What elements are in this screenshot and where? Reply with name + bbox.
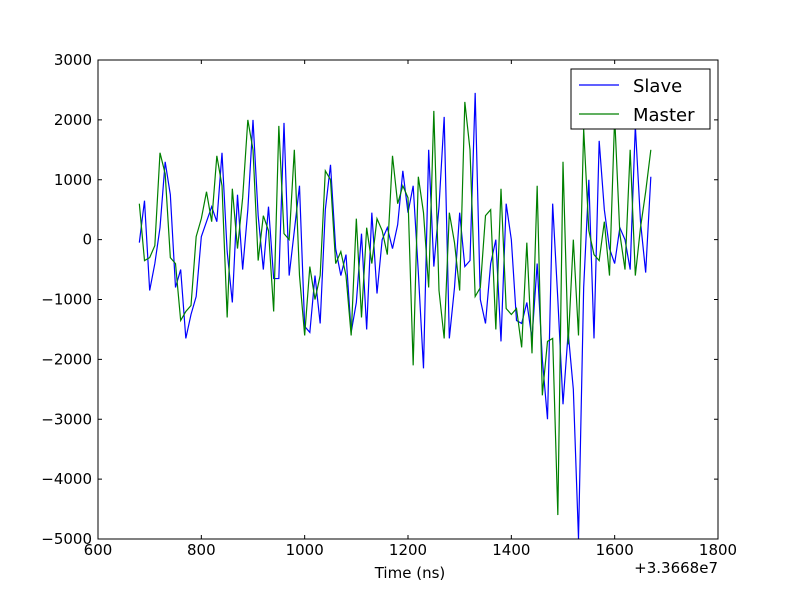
- y-tick-label: −1000: [41, 291, 92, 309]
- x-tick-label: 1000: [286, 541, 324, 559]
- x-tick-label: 1400: [492, 541, 530, 559]
- y-tick-label: −3000: [41, 410, 92, 428]
- y-tick-label: 3000: [54, 51, 92, 69]
- x-offset-label: +3.3668e7: [634, 559, 718, 577]
- y-tick-label: 1000: [54, 171, 92, 189]
- plot-frame: [97, 59, 719, 540]
- legend-label: Slave: [633, 76, 682, 97]
- x-tick-label: 1200: [389, 541, 427, 559]
- legend-label: Master: [633, 105, 695, 126]
- y-tick-label: 2000: [54, 111, 92, 129]
- data-line: [138, 101, 652, 516]
- x-tick-label: 1800: [699, 541, 737, 559]
- legend-box: [570, 68, 711, 130]
- x-tick-label: 800: [187, 541, 216, 559]
- x-tick-label: 600: [84, 541, 113, 559]
- y-tick-label: 0: [82, 231, 92, 249]
- y-tick-label: −4000: [41, 470, 92, 488]
- data-line: [138, 92, 652, 540]
- y-tick-label: −2000: [41, 350, 92, 368]
- x-tick-label: 1600: [596, 541, 634, 559]
- y-tick-label: −5000: [41, 530, 92, 548]
- x-axis-label: Time (ns): [374, 564, 446, 582]
